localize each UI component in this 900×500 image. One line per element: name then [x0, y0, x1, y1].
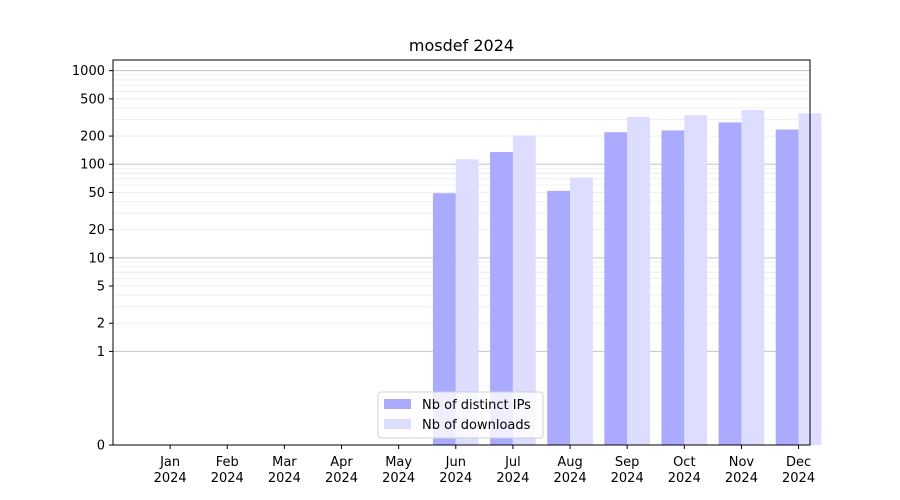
bar-downloads	[512, 135, 536, 445]
x-tick-label: Apr 2024	[325, 455, 358, 486]
y-axis: 0 1 2 5 10 20 50 100 200 500 1000	[72, 64, 113, 454]
x-tick-label: Oct 2024	[668, 455, 701, 486]
y-tick-label: 1	[97, 345, 105, 360]
y-tick-label: 10	[88, 251, 105, 266]
x-tick-label: Nov 2024	[725, 455, 758, 486]
x-tick-label: Feb 2024	[211, 455, 244, 486]
bar-downloads	[741, 109, 765, 446]
legend-label: Nb of distinct IPs	[422, 398, 531, 413]
y-tick-label: 20	[88, 223, 105, 238]
y-tick-label: 0	[97, 439, 105, 454]
bars-layer	[432, 109, 822, 446]
bar-ips	[604, 132, 628, 445]
y-tick-label: 1000	[72, 64, 105, 79]
x-axis: Jan 2024 Feb 2024 Mar 2024 Apr 2024 May 2024 Jun 20…	[154, 445, 815, 486]
legend-swatch	[384, 399, 411, 409]
x-tick-label: Dec 2024	[782, 455, 815, 486]
legend-label: Nb of downloads	[422, 418, 531, 433]
x-tick-label: May 2024	[382, 455, 415, 486]
x-tick-label: Sep 2024	[611, 455, 644, 486]
bar-downloads	[570, 177, 593, 446]
y-tick-label: 200	[80, 130, 105, 145]
bar-ips	[718, 122, 742, 445]
y-tick-label: 100	[80, 158, 105, 173]
bar-ips	[432, 193, 456, 445]
plot-frame	[112, 59, 811, 446]
chart-title: mosdef 2024	[409, 36, 514, 55]
legend-box	[377, 391, 544, 439]
bar-ips	[490, 152, 513, 445]
x-tick-label: Jun 2024	[439, 455, 472, 486]
bar-downloads	[627, 116, 651, 446]
x-tick-label: Jul 2024	[496, 455, 529, 486]
y-tick-label: 5	[97, 280, 105, 295]
y-tick-label: 50	[88, 186, 105, 201]
legend-swatch	[384, 419, 411, 429]
y-tick-label: 500	[80, 92, 105, 107]
x-tick-label: Aug 2024	[554, 455, 587, 486]
legend: Nb of distinct IPs Nb of downloads	[377, 391, 544, 439]
bar-downloads	[684, 115, 708, 446]
bar-ips	[661, 130, 685, 446]
x-tick-label: Jan 2024	[154, 455, 187, 486]
x-tick-label: Mar 2024	[268, 455, 301, 486]
bar-downloads	[455, 159, 479, 446]
y-tick-label: 2	[97, 317, 105, 332]
bar-ips	[775, 129, 799, 445]
bar-ips	[547, 190, 571, 445]
